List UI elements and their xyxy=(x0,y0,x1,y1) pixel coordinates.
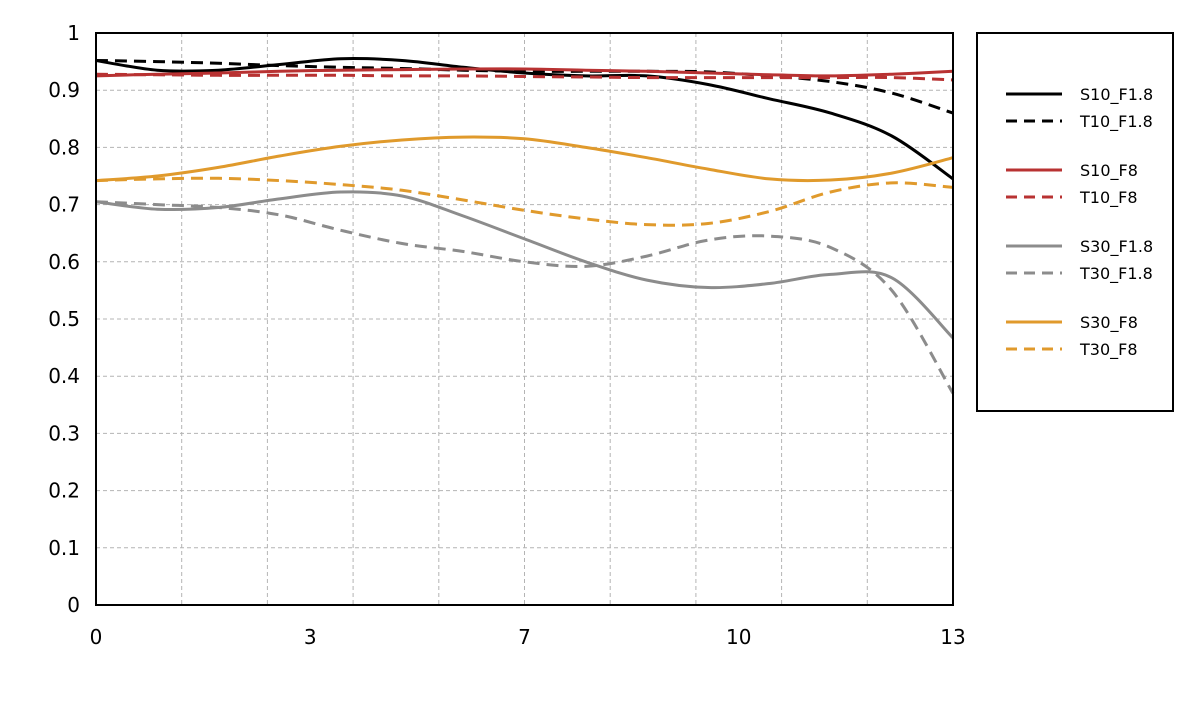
y-tick-label: 0.1 xyxy=(48,536,80,560)
legend: S10_F1.8 T10_F1.8 S10_F8 T10_F8 S30_F1.8 T30_… xyxy=(976,32,1174,412)
x-tick-label: 10 xyxy=(726,625,751,649)
x-tick-label: 0 xyxy=(90,625,103,649)
y-tick-label: 0.6 xyxy=(48,250,80,274)
series-line-s10-f1-8 xyxy=(95,57,954,181)
legend-label: S30_F1.8 xyxy=(1080,237,1153,257)
y-tick-label: 0.7 xyxy=(48,193,80,217)
x-tick-label: 13 xyxy=(940,625,965,649)
x-tick-label: 7 xyxy=(518,625,531,649)
legend-label: T30_F8 xyxy=(1079,340,1138,360)
series-line-s30-f1-8 xyxy=(95,190,955,339)
plot-frame xyxy=(95,32,954,606)
series-line-t30-f8 xyxy=(95,176,954,227)
series-line-t30-f1-8 xyxy=(95,200,955,395)
y-tick-label: 0.8 xyxy=(48,135,80,159)
x-axis-ticks: 0 3 7 10 13 xyxy=(90,625,966,649)
y-tick-label: 1 xyxy=(67,21,80,45)
series-line-s30-f8 xyxy=(95,135,954,183)
legend-label: T10_F8 xyxy=(1079,188,1138,208)
legend-label: T30_F1.8 xyxy=(1079,264,1153,284)
legend-label: T10_F1.8 xyxy=(1079,112,1153,132)
series-line-s10-f8 xyxy=(95,67,954,78)
legend-label: S30_F8 xyxy=(1080,313,1138,333)
y-tick-label: 0.3 xyxy=(48,421,80,445)
y-tick-label: 0.4 xyxy=(48,364,80,388)
series-line-t10-f8 xyxy=(95,72,954,82)
series-line-t10-f1-8 xyxy=(95,59,954,115)
x-tick-label: 3 xyxy=(304,625,317,649)
y-tick-label: 0.2 xyxy=(48,479,80,503)
legend-label: S10_F1.8 xyxy=(1080,85,1153,105)
y-axis-ticks: 0 0.1 0.2 0.3 0.4 0.5 0.6 0.7 0.8 0.9 1 xyxy=(48,21,80,617)
series-lines xyxy=(95,57,955,395)
y-tick-label: 0 xyxy=(67,593,80,617)
legend-label: S10_F8 xyxy=(1080,161,1138,181)
y-tick-label: 0.9 xyxy=(48,78,80,102)
grid-lines xyxy=(96,33,953,605)
y-tick-label: 0.5 xyxy=(48,307,80,331)
